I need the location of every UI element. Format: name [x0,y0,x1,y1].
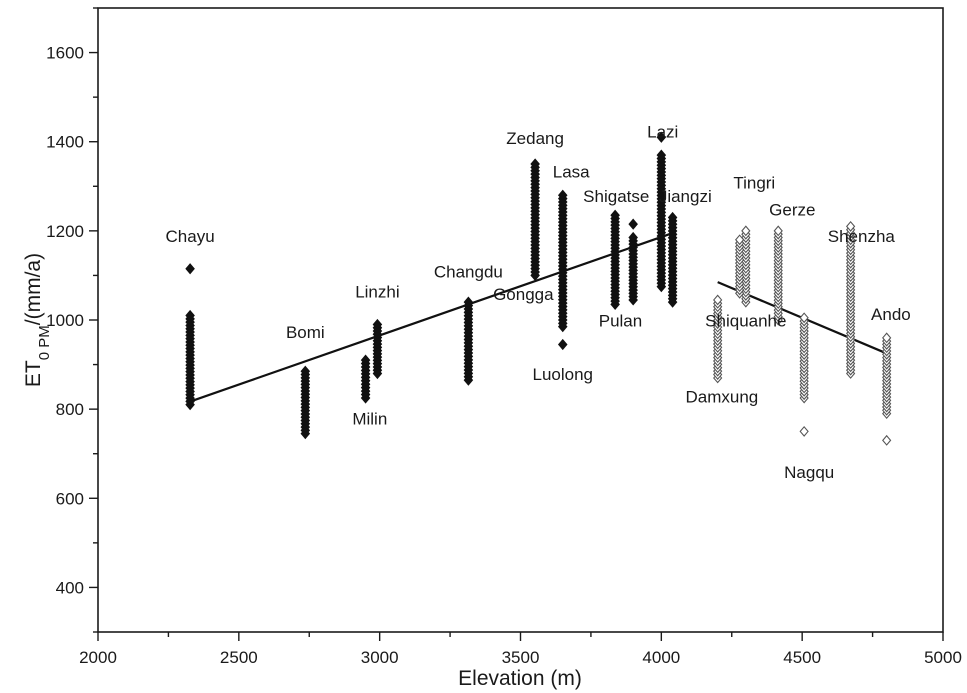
x-tick-label: 4000 [642,648,680,667]
trend-line [189,232,673,403]
x-tick-label: 2500 [220,648,258,667]
open-diamond-point [845,220,856,232]
open-diamond-point [882,332,892,344]
x-tick-label: 3000 [361,648,399,667]
station-label: Lasa [553,162,590,181]
station-label: Shiquanhe [705,312,786,331]
station-label: Shigatse [583,187,649,206]
filled-diamond-point [185,263,195,275]
y-tick-label: 800 [56,400,84,419]
filled-diamond-point [300,365,311,377]
y-tick-label: 1000 [46,311,84,330]
x-tick-label: 2000 [79,648,117,667]
y-axis-title-unit: /(mm/a) [22,253,45,325]
station-label: Nagqu [784,463,834,482]
station-labels: Chayu Bomi Milin Linzhi Changdu Zedang Lasa Gon… [166,122,911,482]
open-diamond-point [735,234,745,246]
y-tick-label: 600 [56,489,84,508]
open-diamond-point [882,434,892,446]
open-diamond-point [799,425,809,437]
station-label: Pulan [599,312,642,331]
filled-diamond-point [185,309,195,322]
x-tick-label: 5000 [924,648,962,667]
station-label: Luolong [532,365,593,384]
station-label: Jiangzi [659,187,712,206]
filled-diamond-point [372,318,383,331]
open-diamond-point [741,225,751,237]
open-diamond-point [773,225,783,237]
filled-diamond-point [667,211,678,224]
y-tick-label: 400 [56,578,84,597]
filled-diamond-point [656,131,667,143]
y-tick-label: 1400 [46,133,84,152]
x-axis-title: Elevation (m) [458,667,582,690]
station-label: Milin [352,410,387,429]
x-tick-label: 4500 [783,648,821,667]
station-label: Gongga [493,285,554,304]
station-label: Linzhi [355,283,399,302]
y-axis-title: ET0 PM/(mm/a) [22,253,53,387]
filled-diamond-point [628,231,638,244]
station-label: Gerze [769,200,815,219]
station-label: Bomi [286,323,325,342]
station-label: Shenzha [828,227,896,246]
station-label: Lazi [647,122,678,141]
y-axis-title-main: ET [22,360,45,387]
filled-diamond-point [610,209,620,221]
y-axis-title-sub: 0 PM [36,325,53,360]
x-axis: 2000 2500 3000 3500 4000 4500 5000 [79,632,962,667]
filled-diamond-point [360,354,371,366]
filled-diamond-point [557,338,568,351]
open-diamond-point [713,294,723,306]
station-label: Chayu [166,227,215,246]
filled-diamond-point [656,149,667,161]
station-label: Changdu [434,263,503,282]
y-tick-label: 1200 [46,222,84,241]
x-tick-label: 3500 [502,648,540,667]
open-diamond-point [799,312,809,324]
filled-diamond-point [530,158,540,170]
plot-frame [97,7,944,633]
y-axis: 400 600 800 1000 1200 1400 1600 [46,7,98,633]
filled-diamond-point [557,189,568,201]
y-tick-label: 1600 [46,44,84,63]
station-label: Tingri [733,174,775,193]
filled-diamond-point [463,296,474,308]
station-label: Damxung [686,387,759,406]
station-label: Zedang [506,129,564,148]
data-points [185,131,892,446]
filled-diamond-point [628,218,638,230]
station-label: Ando [871,305,911,324]
